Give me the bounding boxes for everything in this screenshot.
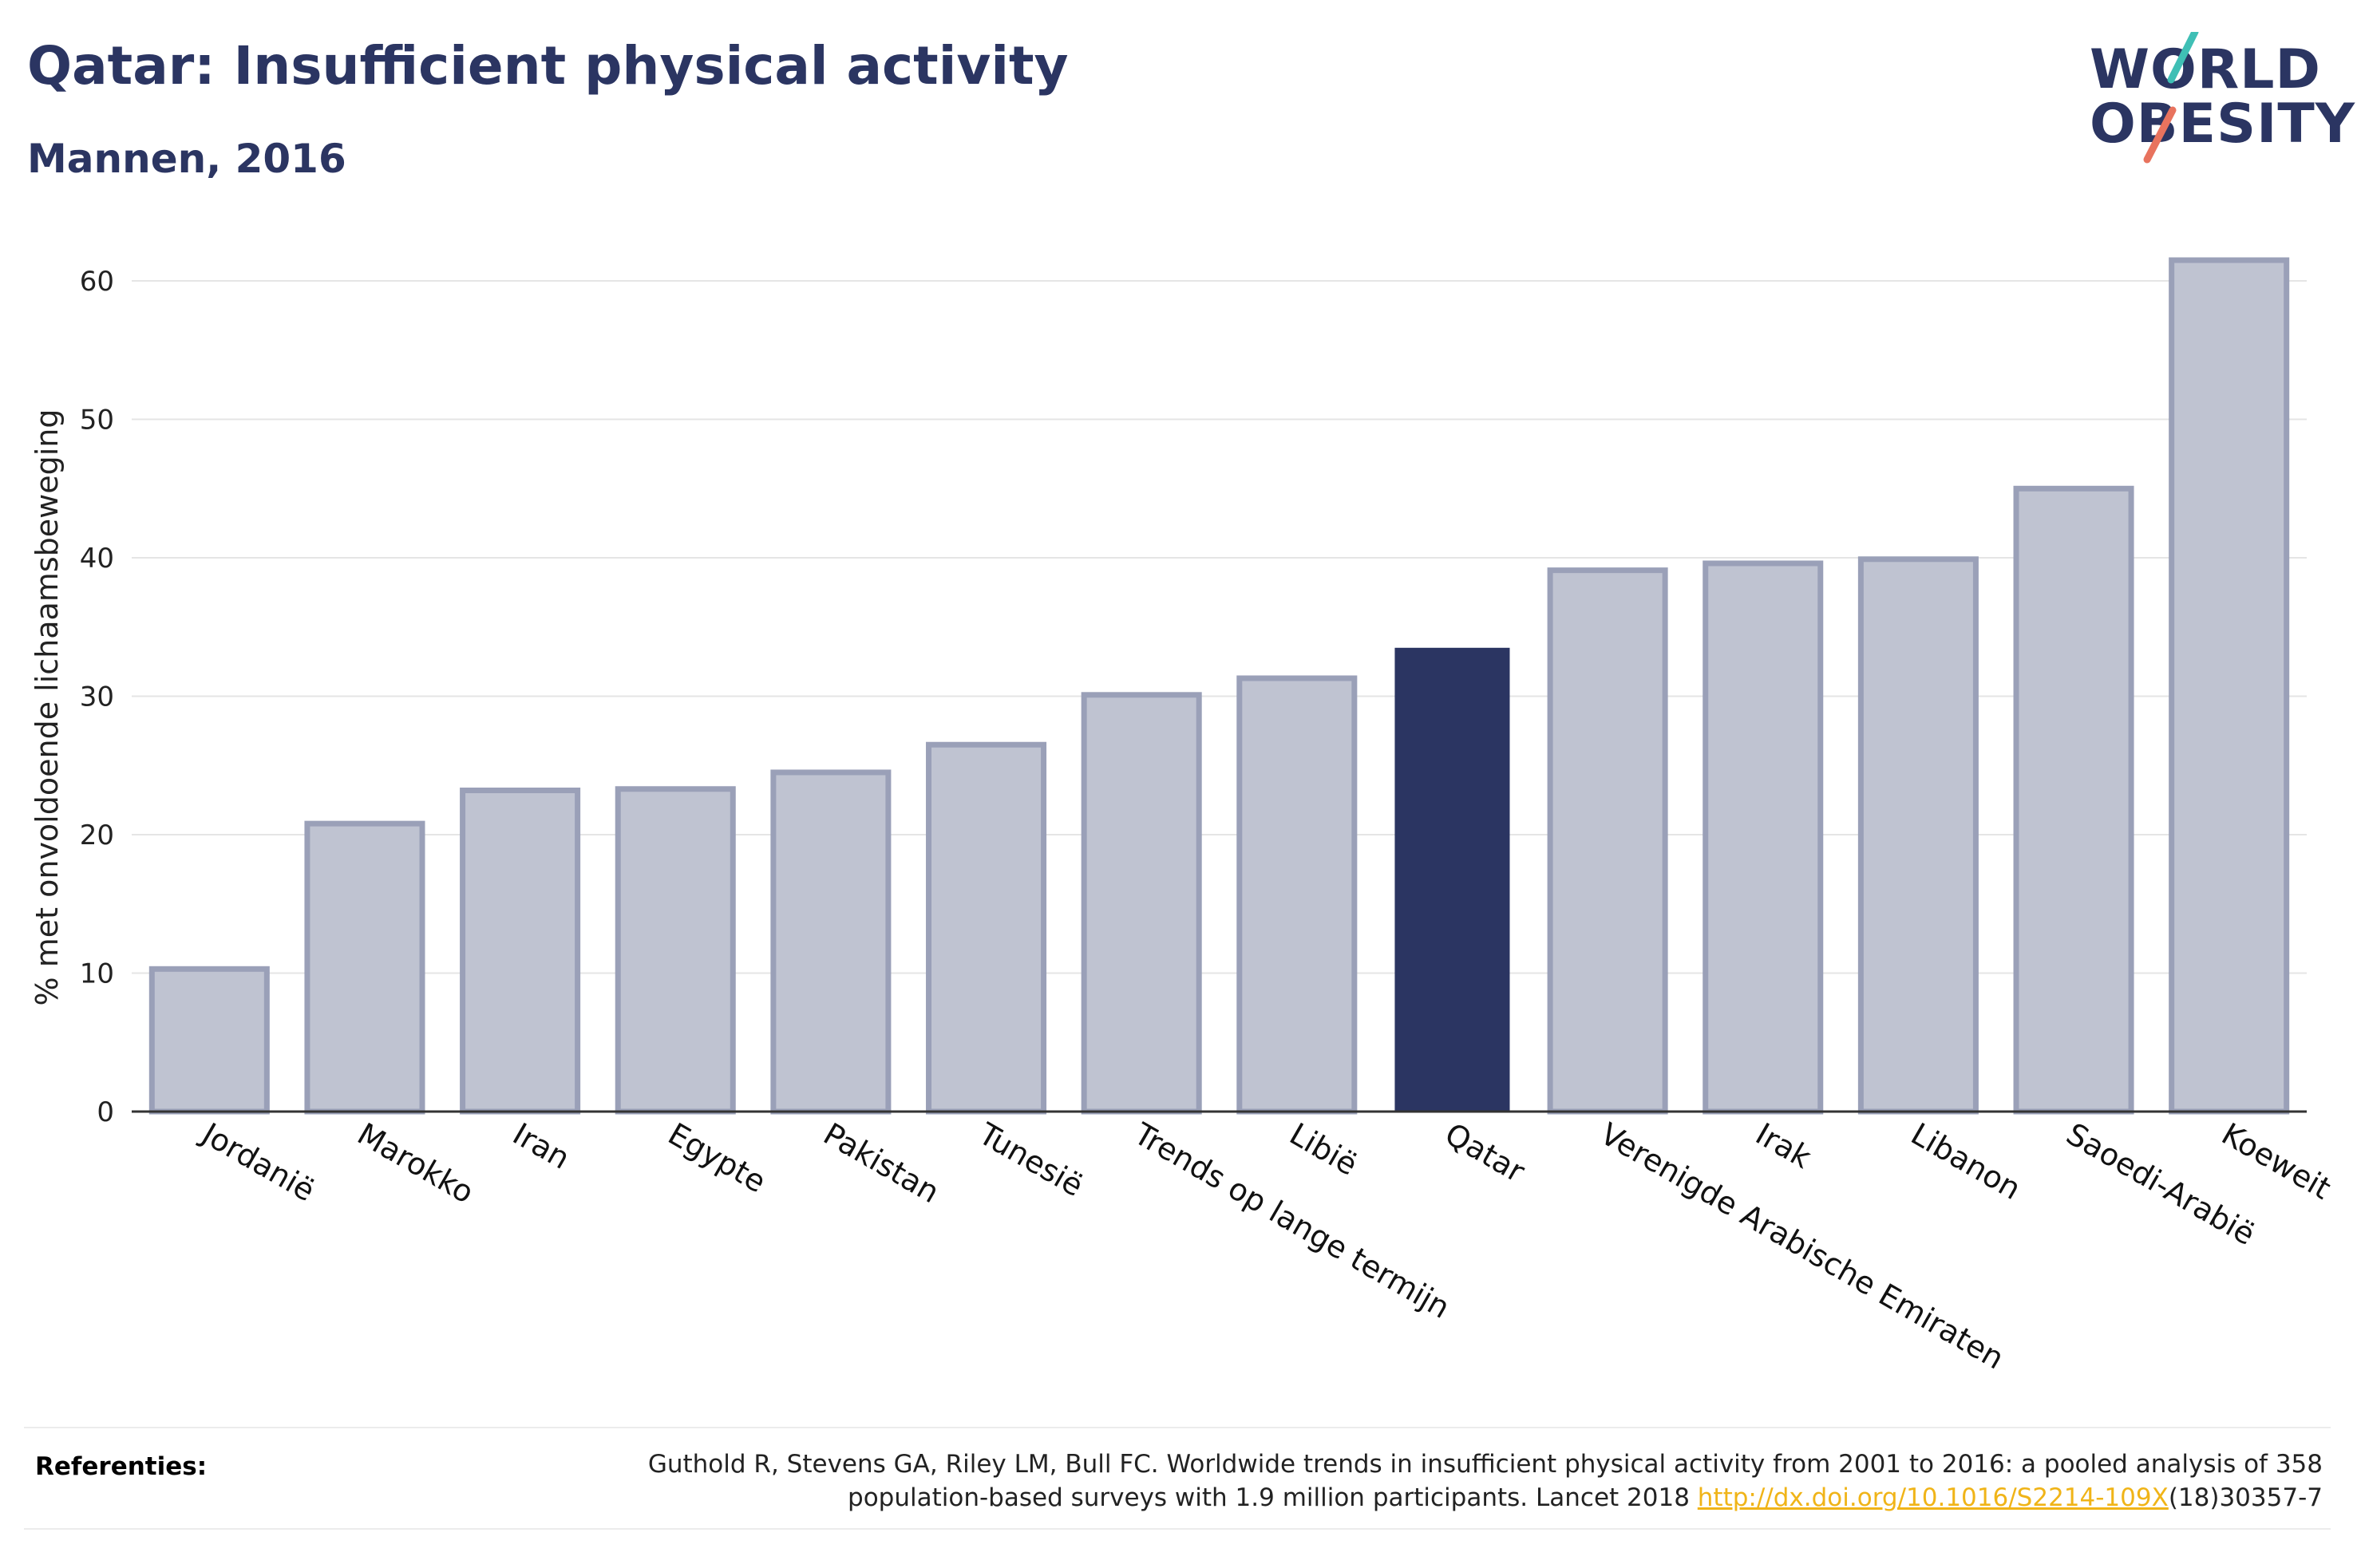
x-tick-label: Libanon — [1905, 1116, 2027, 1207]
bar — [304, 820, 425, 1115]
bar — [2169, 257, 2290, 1115]
y-tick-label: 0 — [97, 1096, 114, 1128]
bar — [148, 966, 270, 1115]
x-tick-label: Irak — [1750, 1116, 1817, 1175]
bar — [2013, 485, 2134, 1115]
logo-line-2: OBESITY — [2090, 93, 2355, 156]
x-tick-label: Libië — [1283, 1116, 1363, 1183]
x-tick-label: Tunesië — [972, 1116, 1089, 1203]
y-tick-label: 30 — [80, 681, 114, 713]
references-label: Referenties: — [35, 1452, 208, 1481]
bar — [615, 786, 736, 1115]
x-tick-label: Marokko — [351, 1116, 480, 1211]
reference-line-2-suffix: (18)30357-7 — [2168, 1483, 2323, 1512]
y-tick-label: 20 — [80, 820, 114, 851]
bar — [770, 769, 892, 1115]
references-text: Guthold R, Stevens GA, Riley LM, Bull FC… — [567, 1448, 2323, 1515]
x-tick-label: Koeweit — [2216, 1116, 2337, 1207]
bar — [1236, 675, 1358, 1115]
x-tick-label: Pakistan — [817, 1116, 945, 1211]
reference-line-2-prefix: population-based surveys with 1.9 millio… — [848, 1483, 1698, 1512]
bar-chart: 0 10 20 30 40 50 60 % met onvoldoende lichaamsb… — [30, 257, 2337, 1376]
y-axis-label: % met onvoldoende lichaamsbeweging — [30, 409, 65, 1006]
logo-slash-icon — [2143, 32, 2199, 164]
y-tick-label: 60 — [80, 266, 114, 298]
doi-link[interactable]: http://dx.doi.org/10.1016/S2214-109X — [1697, 1483, 2169, 1512]
chart-subtitle: Mannen, 2016 — [27, 136, 346, 182]
x-tick-label: Egypte — [662, 1116, 772, 1200]
x-tick-label: Iran — [507, 1116, 575, 1176]
y-tick-label: 50 — [80, 405, 114, 436]
bar — [1081, 692, 1202, 1115]
world-obesity-logo: WORLD OBESITY — [2075, 32, 2355, 176]
bar — [1547, 567, 1668, 1115]
reference-line-1: Guthold R, Stevens GA, Riley LM, Bull FC… — [647, 1450, 2323, 1479]
bar — [1857, 556, 1979, 1115]
bar — [1394, 647, 1510, 1112]
logo-line-1: WORLD — [2090, 38, 2321, 101]
bar — [460, 787, 581, 1115]
x-tick-label: Jordanië — [195, 1116, 321, 1209]
y-tick-label: 40 — [80, 543, 114, 575]
y-tick-label: 10 — [80, 958, 114, 990]
references-box: Referenties: Guthold R, Stevens GA, Rile… — [24, 1427, 2331, 1530]
chart-title: Qatar: Insufficient physical activity — [27, 35, 1069, 97]
bar — [926, 741, 1047, 1115]
bar — [1703, 560, 1824, 1115]
x-tick-label: Qatar — [1439, 1116, 1531, 1190]
